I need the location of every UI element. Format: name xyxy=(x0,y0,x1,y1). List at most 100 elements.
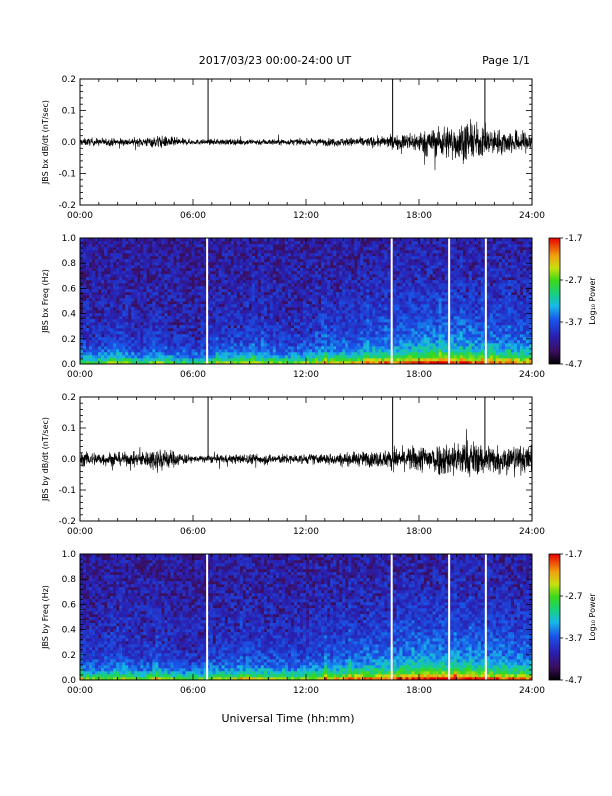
spectrogram-cell xyxy=(312,268,315,271)
spectrogram-cell xyxy=(351,316,354,319)
spectrogram-cell xyxy=(261,268,264,271)
spectrogram-cell xyxy=(188,256,191,259)
spectrogram-cell xyxy=(442,265,445,268)
spectrogram-cell xyxy=(360,253,363,256)
spectrogram-cell xyxy=(342,298,345,301)
spectrogram-cell xyxy=(442,283,445,286)
spectrogram-cell xyxy=(396,307,399,310)
spectrogram-cell xyxy=(469,352,472,355)
spectrogram-cell xyxy=(164,268,167,271)
spectrogram-cell xyxy=(345,328,348,331)
spectrogram-cell xyxy=(372,280,375,283)
spectrogram-cell xyxy=(273,295,276,298)
spectrogram-cell xyxy=(104,331,107,334)
spectrogram-cell xyxy=(315,280,318,283)
spectrogram-cell xyxy=(291,334,294,337)
spectrogram-cell xyxy=(396,250,399,253)
spectrogram-cell xyxy=(294,352,297,355)
spectrogram-cell xyxy=(288,244,291,247)
spectrogram-cell xyxy=(188,244,191,247)
spectrogram-cell xyxy=(267,286,270,289)
spectrogram-cell xyxy=(463,247,466,250)
spectrogram-cell xyxy=(252,352,255,355)
spectrogram-cell xyxy=(411,289,414,292)
spectrogram-cell xyxy=(152,253,155,256)
spectrogram-cell xyxy=(179,343,182,346)
spectrogram-cell xyxy=(369,343,372,346)
spectrogram-cell xyxy=(258,307,261,310)
spectrogram-cell xyxy=(104,313,107,316)
spectrogram-cell xyxy=(249,349,252,352)
spectrogram-cell xyxy=(125,310,128,313)
spectrogram-cell xyxy=(167,256,170,259)
spectrogram-cell xyxy=(336,349,339,352)
spectrogram-cell xyxy=(237,322,240,325)
spectrogram-cell xyxy=(228,349,231,352)
spectrogram-cell xyxy=(463,256,466,259)
spectrogram-cell xyxy=(472,271,475,274)
spectrogram-cell xyxy=(95,280,98,283)
spectrogram-cell xyxy=(222,307,225,310)
spectrogram-cell xyxy=(351,244,354,247)
spectrogram-cell xyxy=(216,340,219,343)
spectrogram-cell xyxy=(463,274,466,277)
spectrogram-cell xyxy=(333,256,336,259)
spectrogram-cell xyxy=(107,334,110,337)
spectrogram-cell xyxy=(210,259,213,262)
spectrogram-cell xyxy=(288,271,291,274)
spectrogram-cell xyxy=(134,328,137,331)
spectrogram-cell xyxy=(113,334,116,337)
spectrogram-cell xyxy=(137,259,140,262)
spectrogram-cell xyxy=(417,334,420,337)
spectrogram-cell xyxy=(321,262,324,265)
spectrogram-cell xyxy=(198,244,201,247)
spectrogram-cell xyxy=(381,328,384,331)
spectrogram-cell xyxy=(318,247,321,250)
spectrogram-cell xyxy=(348,292,351,295)
spectrogram-cell xyxy=(143,256,146,259)
spectrogram-cell xyxy=(276,325,279,328)
spectrogram-cell xyxy=(333,358,336,361)
spectrogram-cell xyxy=(116,289,119,292)
spectrogram-cell xyxy=(300,253,303,256)
spectrogram-cell xyxy=(149,268,152,271)
spectrogram-cell xyxy=(234,280,237,283)
spectrogram-cell xyxy=(146,247,149,250)
spectrogram-cell xyxy=(378,262,381,265)
spectrogram-cell xyxy=(270,295,273,298)
spectrogram-cell xyxy=(312,331,315,334)
spectrogram-cell xyxy=(134,331,137,334)
spectrogram-cell xyxy=(113,280,116,283)
spectrogram-cell xyxy=(267,322,270,325)
spectrogram-cell xyxy=(324,325,327,328)
spectrogram-cell xyxy=(330,280,333,283)
spectrogram-cell xyxy=(173,277,176,280)
spectrogram-cell xyxy=(442,346,445,349)
spectrogram-cell xyxy=(369,301,372,304)
spectrogram-cell xyxy=(411,298,414,301)
spectrogram-cell xyxy=(164,337,167,340)
spectrogram-cell xyxy=(430,307,433,310)
spectrogram-cell xyxy=(173,337,176,340)
spectrogram-cell xyxy=(273,301,276,304)
spectrogram-cell xyxy=(243,304,246,307)
spectrogram-cell xyxy=(324,289,327,292)
spectrogram-cell xyxy=(222,310,225,313)
spectrogram-cell xyxy=(445,247,448,250)
spectrogram-cell xyxy=(354,313,357,316)
spectrogram-cell xyxy=(417,304,420,307)
spectrogram-cell xyxy=(83,256,86,259)
spectrogram-cell xyxy=(164,340,167,343)
spectrogram-cell xyxy=(393,262,396,265)
spectrogram-cell xyxy=(384,277,387,280)
spectrogram-cell xyxy=(288,325,291,328)
spectrogram-cell xyxy=(210,277,213,280)
spectrogram-cell xyxy=(442,286,445,289)
spectrogram-cell xyxy=(336,343,339,346)
spectrogram-cell xyxy=(469,277,472,280)
spectrogram-cell xyxy=(457,244,460,247)
spectrogram-cell xyxy=(285,304,288,307)
spectrogram-cell xyxy=(333,280,336,283)
spectrogram-cell xyxy=(384,292,387,295)
spectrogram-cell xyxy=(134,343,137,346)
